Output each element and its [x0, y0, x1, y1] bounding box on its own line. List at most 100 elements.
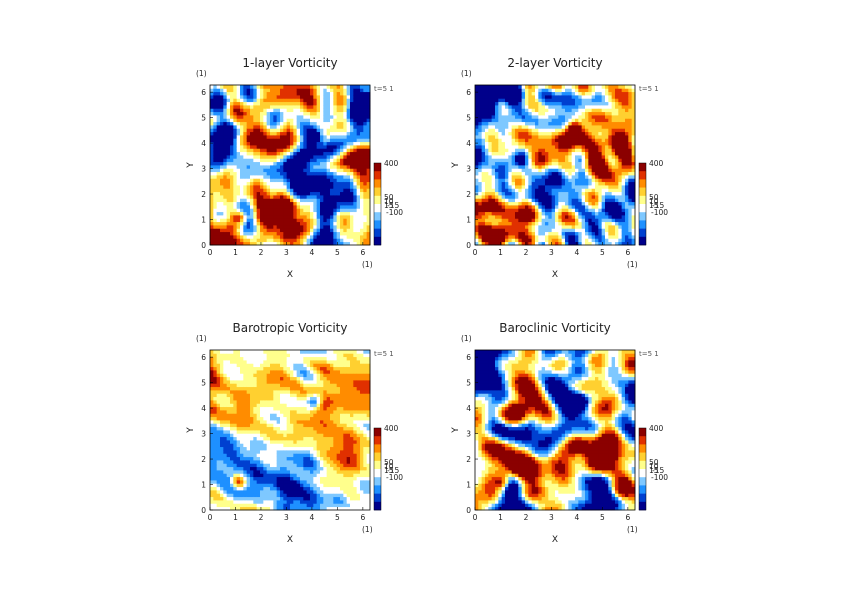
x-tick-label: 5 [335, 248, 340, 257]
y-tick-label: 4 [201, 139, 206, 148]
colorbar-segment [374, 444, 381, 453]
colorbar-label: 15 [384, 201, 394, 210]
x-tick-label: 0 [208, 513, 213, 522]
colorbar-segment [639, 493, 646, 503]
x-tick-label: 3 [549, 513, 554, 522]
y-tick-label: 5 [466, 379, 471, 388]
colorbar-segment [639, 452, 646, 462]
panel-2: 2-layer Vorticity (1) (1) t=5 1 X Y 0 1 2 3 4 5 6 0 1 2… [451, 56, 668, 280]
x-tick-label: 2 [259, 513, 264, 522]
y-tick-label: 1 [466, 481, 471, 490]
colorbar-segment [639, 187, 646, 197]
x-tick-label: 3 [549, 248, 554, 257]
colorbar-segment [639, 485, 646, 494]
x-tick-label: 6 [360, 248, 365, 257]
y-unit-label: (1) [461, 334, 472, 343]
colorbar-segment [374, 163, 381, 172]
colorbar-segment [639, 460, 646, 470]
y-unit-label: (1) [196, 334, 207, 343]
x-tick-label: 5 [600, 248, 605, 257]
x-tick-label: 1 [233, 513, 238, 522]
colorbar-segment [639, 228, 646, 238]
y-unit-label: (1) [461, 69, 472, 78]
x-tick-label: 6 [625, 513, 630, 522]
chart-title: Baroclinic Vorticity [499, 321, 611, 335]
colorbar-segment [374, 195, 381, 205]
time-label: t=5 1 [374, 85, 394, 93]
colorbar-label: 15 [649, 201, 659, 210]
colorbar-segment [374, 171, 381, 180]
colorbar-label: -15 [387, 201, 399, 210]
plot-frame [474, 349, 636, 511]
colorbar-segment [374, 460, 381, 470]
x-tick-label: 6 [625, 248, 630, 257]
colorbar-label: 50 [649, 458, 659, 467]
colorbar-segment [639, 195, 646, 205]
colorbar-segment [639, 220, 646, 229]
plot-frame [474, 84, 636, 246]
colorbar-label: 400 [384, 424, 399, 433]
panel-3: Barotropic Vorticity (1) (1) t=5 1 X Y 0 1 2 3 4 5 6… [186, 321, 403, 545]
colorbar-label: 10 [649, 197, 659, 206]
colorbar-segment [639, 179, 646, 188]
colorbar-segment [374, 236, 381, 246]
colorbar-segment [374, 428, 381, 437]
x-tick-label: 3 [284, 513, 289, 522]
x-axis-label: X [552, 270, 558, 280]
colorbar-segment [639, 501, 646, 511]
x-unit-label: (1) [627, 260, 638, 269]
x-tick-label: 4 [575, 513, 580, 522]
colorbar-label: 50 [384, 458, 394, 467]
y-tick-label: 2 [201, 455, 206, 464]
vorticity-field [475, 85, 636, 246]
colorbar-segment [639, 477, 646, 486]
y-tick-label: 5 [466, 114, 471, 123]
y-tick-label: 0 [201, 506, 206, 515]
colorbar-segment [639, 163, 646, 172]
y-axis-label: Y [186, 427, 196, 434]
colorbar-segment [374, 469, 381, 478]
y-tick-label: 5 [201, 379, 206, 388]
colorbar-label: 400 [649, 159, 664, 168]
colorbar-label: 10 [384, 462, 394, 471]
colorbar-label: 15 [384, 466, 394, 475]
x-tick-label: 3 [284, 248, 289, 257]
colorbar-segment [374, 493, 381, 503]
y-tick-label: 5 [201, 114, 206, 123]
colorbar-segment [639, 444, 646, 453]
colorbar-label: 10 [384, 197, 394, 206]
vorticity-field [210, 350, 371, 511]
chart-title: 2-layer Vorticity [507, 56, 602, 70]
x-tick-label: 1 [498, 248, 503, 257]
y-tick-label: 1 [201, 481, 206, 490]
y-tick-label: 4 [466, 404, 471, 413]
y-axis-label: Y [186, 162, 196, 169]
colorbar-label: -100 [386, 473, 403, 482]
colorbar-segment [639, 436, 646, 445]
panel-4: Baroclinic Vorticity (1) (1) t=5 1 X Y 0 1 2 3 4 5 6… [451, 321, 668, 545]
x-unit-label: (1) [362, 525, 373, 534]
y-tick-label: 1 [466, 216, 471, 225]
x-tick-label: 2 [259, 248, 264, 257]
colorbar-label: -100 [651, 473, 668, 482]
x-tick-label: 4 [310, 513, 315, 522]
plot-frame [209, 349, 371, 511]
x-tick-label: 0 [473, 248, 478, 257]
y-tick-label: 0 [466, 241, 471, 250]
colorbar-label: 10 [649, 462, 659, 471]
x-tick-label: 5 [600, 513, 605, 522]
x-tick-label: 4 [575, 248, 580, 257]
colorbar-segment [639, 171, 646, 180]
y-tick-label: 4 [466, 139, 471, 148]
time-label: t=5 1 [374, 350, 394, 358]
time-label: t=5 1 [639, 350, 659, 358]
x-axis-label: X [287, 270, 293, 280]
y-tick-label: 1 [201, 216, 206, 225]
y-axis-label: Y [451, 162, 461, 169]
x-tick-label: 4 [310, 248, 315, 257]
colorbar-segment [639, 236, 646, 246]
y-tick-label: 3 [201, 165, 206, 174]
